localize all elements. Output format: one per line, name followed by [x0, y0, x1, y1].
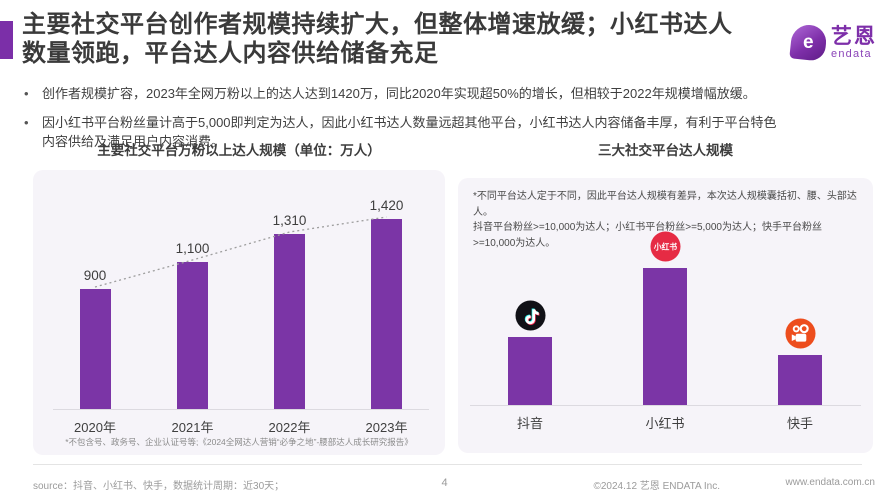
footer-website: www.endata.com.cn	[785, 477, 876, 488]
footer-source: source：抖音、小红书、快手，数据统计周期：近30天；	[33, 481, 285, 492]
footer-page-number: 4	[441, 477, 448, 489]
bar-category-label: 抖音	[516, 416, 543, 431]
bar-category-label: 快手	[786, 416, 813, 431]
douyin-icon	[514, 300, 546, 331]
bar-category-label: 小红书	[645, 416, 685, 431]
xiaohongshu-icon: 小红书	[649, 231, 681, 262]
bar	[371, 219, 402, 409]
page-title: 主要社交平台创作者规模持续扩大，但整体增速放缓；小红书达人 数量领跑，平台达人内…	[22, 11, 733, 68]
bar	[274, 234, 305, 409]
bar	[79, 289, 111, 409]
bullet-dot-icon: •	[24, 86, 29, 101]
bar	[778, 355, 822, 405]
bar	[643, 268, 687, 405]
x-axis-line	[53, 409, 429, 410]
endata-logo-text: 艺恩 endata	[831, 26, 877, 60]
brand-name-cn: 艺恩	[831, 24, 877, 48]
brand-name-en: endata	[831, 47, 872, 60]
right-chart-title: 三大社交平台达人规模	[598, 143, 733, 158]
chart-annotation: *不同平台达人定于不同，因此平台达人规模有差异，本次达人规模囊括初、腰、头部达人…	[473, 191, 857, 249]
chart-footnote: *不包含号、政务号、企业认证号等;《2024全网达人营销“必争之地”-腰部达人成…	[65, 437, 413, 447]
footer-copyright: ©2024.12 艺恩 ENDATA Inc.	[593, 481, 721, 492]
bar-category-label: 2021年	[171, 420, 214, 435]
bar-value-label: 1,310	[272, 213, 307, 228]
left-chart-title: 主要社交平台万粉以上达人规模（单位：万人）	[97, 143, 381, 158]
endata-e-icon: e	[789, 23, 828, 62]
bullet-list: • 创作者规模扩容，2023年全网万粉以上的达人达到1420万，同比2020年实…	[24, 84, 852, 161]
svg-text:小红书: 小红书	[652, 241, 677, 251]
bar-category-label: 2020年	[74, 420, 116, 435]
endata-e-letter: e	[803, 31, 814, 53]
bar	[177, 262, 208, 409]
bar	[508, 337, 552, 405]
bullet-item: • 创作者规模扩容，2023年全网万粉以上的达人达到1420万，同比2020年实…	[24, 84, 852, 104]
bar-value-label: 900	[83, 268, 107, 283]
bar-category-label: 2023年	[365, 420, 408, 435]
left-chart-card: *不包含号、政务号、企业认证号等;《2024全网达人营销“必争之地”-腰部达人成…	[33, 170, 445, 455]
right-chart-card: *不同平台达人定于不同，因此平台达人规模有差异，本次达人规模囊括初、腰、头部达人…	[458, 178, 873, 453]
bullet-text: 因小红书平台粉丝量计高于5,000即判定为达人，因此小红书达人数量远超其他平台，…	[42, 114, 777, 150]
bullet-text: 创作者规模扩容，2023年全网万粉以上的达人达到1420万，同比2020年实现超…	[42, 86, 756, 101]
bar-value-label: 1,100	[175, 241, 210, 256]
title-accent-bar	[0, 21, 13, 59]
bar-value-label: 1,420	[369, 198, 404, 213]
x-axis-line	[470, 405, 861, 406]
bar-category-label: 2022年	[268, 420, 311, 435]
endata-logo: e 艺恩 endata	[789, 23, 877, 62]
kuaishou-icon	[784, 318, 816, 349]
bullet-item: • 因小红书平台粉丝量计高于5,000即判定为达人，因此小红书达人数量远超其他平…	[24, 113, 852, 152]
footer-divider	[33, 464, 862, 465]
bullet-dot-icon: •	[24, 114, 29, 130]
